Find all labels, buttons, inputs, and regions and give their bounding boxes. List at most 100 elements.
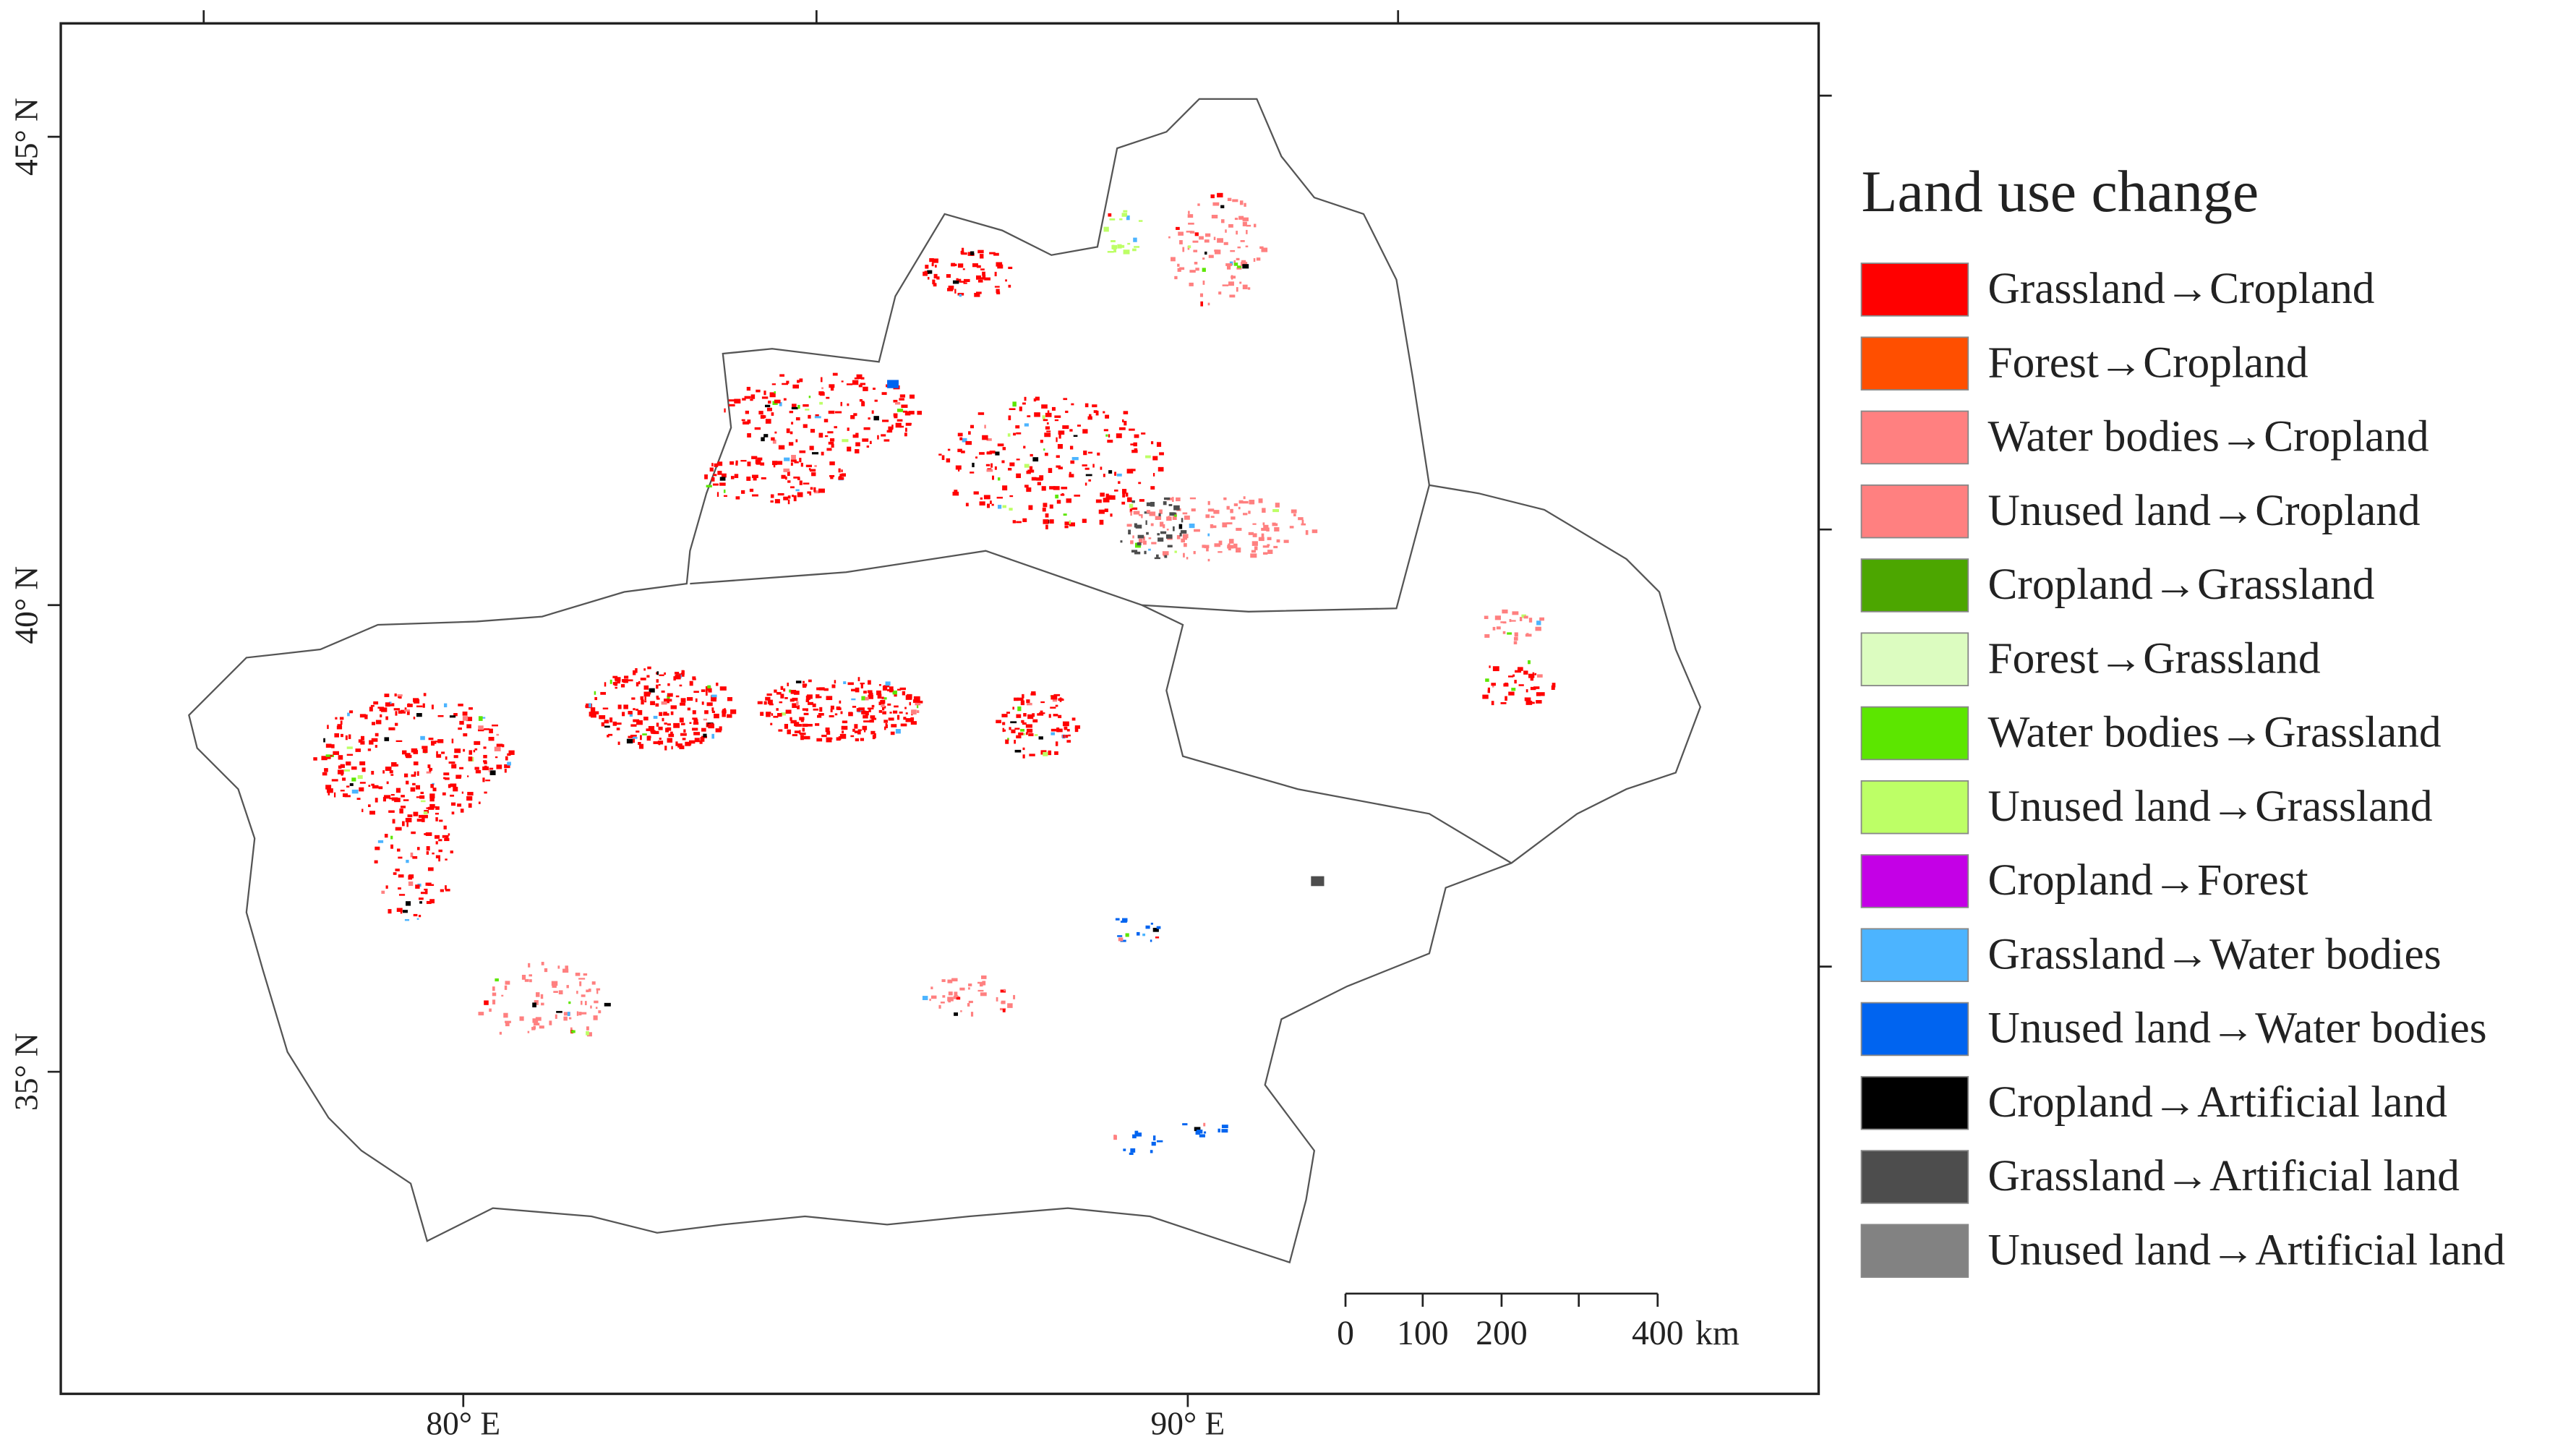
change-patch [670,705,677,709]
change-patch [870,715,876,719]
change-patch [566,985,569,989]
change-patch [379,708,382,712]
change-patch [429,798,435,802]
change-patch [842,730,844,734]
change-patch [549,1020,552,1025]
change-patch [800,735,804,741]
change-patch [1228,223,1233,228]
change-patch [576,991,578,994]
change-patch [1262,522,1265,526]
change-patch [716,682,719,686]
change-patch [1247,287,1251,290]
change-patch [1221,1129,1228,1133]
change-patch [863,386,868,391]
change-patch [962,268,965,270]
change-patch [488,769,491,772]
change-patch [922,996,928,1000]
change-patch [505,981,510,985]
change-patch [1068,734,1071,737]
change-patch [1124,420,1127,426]
change-patch [897,714,900,720]
change-patch [1156,1140,1163,1143]
change-patch [602,707,609,710]
change-patch [882,707,885,711]
change-patch [1218,551,1223,553]
change-patch [1233,503,1238,506]
change-patch [905,427,907,432]
change-patch [1226,265,1231,270]
change-patch [1242,264,1249,269]
change-patch [994,466,997,470]
change-patch [1013,432,1016,436]
change-patch [533,1025,536,1030]
change-patch [596,988,601,991]
change-patch [815,414,819,417]
change-patch [1132,535,1134,539]
change-patch [881,434,886,437]
change-patch [1116,433,1122,438]
change-patch [1053,694,1061,696]
change-patch [1178,524,1183,529]
change-patch [355,748,361,752]
change-patch [893,413,898,417]
change-patch [1223,497,1227,500]
change-patch [1083,451,1087,456]
change-patch [938,1004,941,1009]
change-patch [385,767,392,771]
change-patch [416,713,422,717]
change-patch [1103,429,1108,432]
change-patch [427,867,434,871]
change-patch [842,439,849,443]
change-patch [1065,410,1069,414]
change-patch [590,711,595,716]
change-patch [673,722,680,728]
scale-label: 200 [1476,1314,1528,1352]
change-patch [1016,521,1022,524]
change-patch [595,1007,598,1010]
change-patch [1002,447,1006,451]
change-patch [900,723,907,727]
change-patch [445,756,448,760]
change-patch [1132,248,1137,252]
change-patch [483,746,487,749]
change-patch [389,770,393,774]
change-patch [991,503,994,506]
change-patch [701,689,706,692]
change-patch [1214,543,1221,547]
change-patch [1136,931,1140,936]
change-patch [1524,697,1531,701]
change-patch [1017,706,1022,712]
change-patch [1528,618,1533,623]
change-patch [373,701,379,705]
change-patch [661,690,665,693]
change-patch [855,432,859,436]
change-patch [1129,503,1134,508]
change-patch [423,811,428,815]
change-patch [927,270,933,274]
change-patch [680,733,687,736]
change-patch [1293,513,1296,517]
change-patch [1049,519,1054,524]
change-patch [785,709,792,714]
change-patch [468,707,473,710]
change-patch [887,689,894,692]
change-patch [662,717,664,722]
change-patch [1077,424,1081,427]
change-patch [787,471,790,477]
change-patch [1026,470,1031,474]
change-patch [431,704,434,709]
change-patch [841,380,844,383]
change-patch [867,690,873,694]
change-patch [714,713,719,719]
change-patch [435,835,440,839]
change-patch [1063,398,1068,401]
change-patch [830,709,833,712]
change-patch [972,263,978,268]
change-patch [797,380,800,383]
change-patch [1001,1002,1005,1004]
legend-label: Cropland→Forest [1988,855,2308,905]
change-patch [395,827,402,831]
change-patch [1127,497,1132,503]
change-patch [680,722,685,725]
